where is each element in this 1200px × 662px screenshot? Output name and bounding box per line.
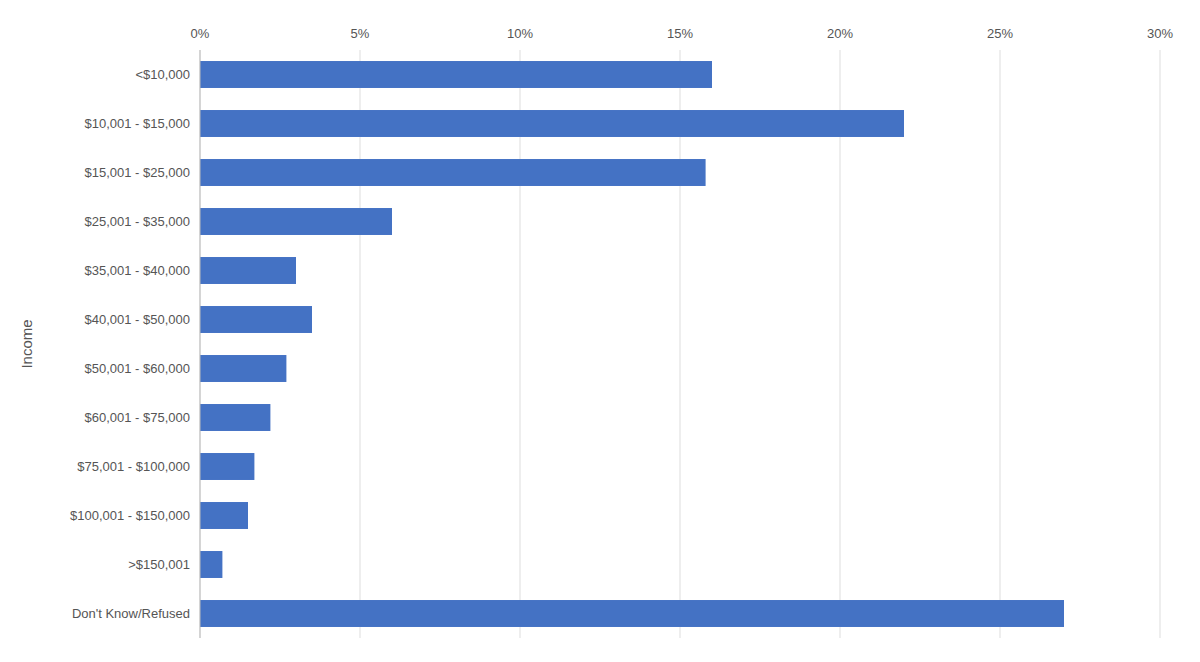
x-tick-label: 5% (351, 26, 370, 41)
chart-svg: 0% 5% 10% 15% 20% 25% 30% <$10,000 $10,001 - $15… (0, 0, 1200, 662)
bar (200, 159, 706, 186)
bar (200, 306, 312, 333)
bar (200, 502, 248, 529)
x-tick-label: 10% (507, 26, 533, 41)
bar (200, 355, 286, 382)
grid-line (520, 50, 521, 638)
y-tick-label: $25,001 - $35,000 (84, 214, 190, 229)
y-tick-label: $100,001 - $150,000 (70, 508, 190, 523)
bars (200, 61, 1064, 627)
y-tick-label: <$10,000 (135, 67, 190, 82)
grid-line (200, 50, 201, 638)
grid-line (1000, 50, 1001, 638)
chart-container: 0% 5% 10% 15% 20% 25% 30% <$10,000 $10,001 - $15… (0, 0, 1200, 662)
grid-line (840, 50, 841, 638)
grid-line (680, 50, 681, 638)
bar (200, 257, 296, 284)
grid (200, 50, 1160, 638)
x-tick-label: 20% (827, 26, 853, 41)
page: {"chart_data": {"type": "bar", "orientat… (0, 0, 1200, 662)
bar (200, 61, 712, 88)
y-tick-label: >$150,001 (128, 557, 190, 572)
bar (200, 600, 1064, 627)
y-tick-label: $15,001 - $25,000 (84, 165, 190, 180)
grid-line (1160, 50, 1161, 638)
y-axis-title: Income (18, 319, 35, 368)
y-tick-label: $10,001 - $15,000 (84, 116, 190, 131)
grid-line (360, 50, 361, 638)
y-axis-line (200, 50, 201, 638)
y-tick-label: $50,001 - $60,000 (84, 361, 190, 376)
bar (200, 404, 270, 431)
x-tick-label: 30% (1147, 26, 1173, 41)
x-tick-label: 0% (191, 26, 210, 41)
y-tick-label: $60,001 - $75,000 (84, 410, 190, 425)
y-tick-label: $75,001 - $100,000 (77, 459, 190, 474)
x-tick-label: 15% (667, 26, 693, 41)
y-tick-label: Don't Know/Refused (72, 606, 190, 621)
x-tick-label: 25% (987, 26, 1013, 41)
bar (200, 453, 254, 480)
bar (200, 110, 904, 137)
y-axis: <$10,000 $10,001 - $15,000 $15,001 - $25,0… (70, 50, 200, 638)
bar (200, 208, 392, 235)
y-tick-label: $35,001 - $40,000 (84, 263, 190, 278)
bar (200, 551, 222, 578)
y-tick-label: $40,001 - $50,000 (84, 312, 190, 327)
x-axis: 0% 5% 10% 15% 20% 25% 30% (191, 26, 1174, 41)
